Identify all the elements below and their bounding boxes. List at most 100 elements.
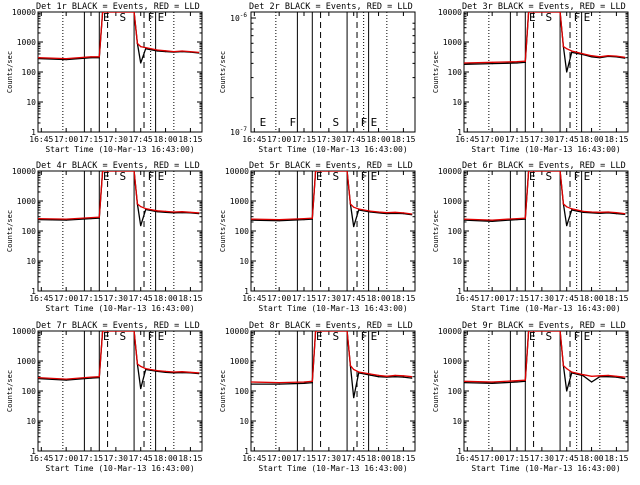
interval-marker: E — [103, 170, 110, 183]
data-point — [464, 62, 465, 64]
data-point — [140, 365, 142, 367]
data-point — [336, 171, 338, 172]
y-axis-label: Counts/sec — [219, 210, 227, 252]
x-axis-label: Start Time (10-Mar-13 16:43:00) — [258, 145, 407, 154]
data-point — [624, 376, 626, 378]
y-tick-label: 1000 — [17, 197, 36, 206]
data-point — [524, 379, 526, 381]
data-point — [278, 383, 280, 385]
data-point — [251, 383, 252, 385]
data-point — [607, 374, 609, 376]
data-point — [599, 375, 601, 377]
interval-marker: S — [333, 170, 340, 183]
series-lld — [38, 12, 199, 60]
interval-marker: E — [158, 170, 165, 183]
data-point — [320, 331, 322, 332]
data-point — [98, 217, 100, 219]
data-point — [65, 58, 67, 60]
series-events — [38, 171, 199, 226]
y-tick-label: 10000 — [12, 327, 36, 336]
data-point — [115, 12, 117, 13]
data-point — [524, 218, 526, 220]
data-point — [591, 381, 593, 383]
y-tick-label: 10000 — [438, 167, 462, 176]
y-tick-label: 10000 — [12, 8, 36, 17]
data-point — [541, 171, 543, 172]
data-point — [516, 218, 518, 220]
x-tick-label: 18:00 — [580, 294, 604, 303]
y-tick-label: 10-6 — [230, 12, 247, 23]
x-tick-label: 17:30 — [530, 135, 554, 144]
x-tick-label: 17:30 — [104, 454, 128, 463]
x-tick-label: 17:00 — [267, 135, 291, 144]
data-point — [559, 12, 561, 13]
data-point — [311, 382, 313, 384]
interval-marker: E — [316, 170, 323, 183]
data-point — [123, 171, 125, 172]
data-point — [65, 59, 67, 61]
data-point — [123, 12, 125, 13]
data-point — [328, 331, 330, 332]
data-point — [38, 219, 39, 221]
x-tick-label: 18:00 — [154, 454, 178, 463]
series-lld — [251, 171, 412, 221]
data-point — [464, 218, 465, 220]
x-tick-label: 17:45 — [129, 454, 153, 463]
panel-title: Det 6r BLACK = Events, RED = LLD — [462, 161, 626, 171]
series-events — [251, 171, 412, 227]
interval-marker: E — [316, 330, 323, 343]
data-point — [386, 213, 388, 215]
data-point — [349, 365, 351, 367]
data-point — [353, 368, 355, 371]
data-point — [582, 210, 584, 212]
data-point — [102, 171, 104, 172]
data-point — [353, 226, 355, 228]
data-point — [328, 171, 330, 172]
x-tick-label: 17:00 — [54, 294, 78, 303]
data-point — [607, 211, 609, 213]
interval-marker: E — [158, 11, 165, 24]
panel-title: Det 9r BLACK = Events, RED = LLD — [462, 321, 626, 331]
data-point — [562, 203, 565, 205]
data-point — [65, 379, 67, 381]
data-point — [624, 56, 626, 58]
x-tick-label: 18:15 — [178, 294, 202, 303]
interval-marker: S — [546, 11, 553, 24]
data-point — [386, 375, 388, 377]
data-point — [311, 218, 313, 220]
data-point — [336, 331, 338, 332]
data-point — [320, 171, 322, 172]
x-tick-label: 17:45 — [342, 294, 366, 303]
data-point — [516, 381, 518, 383]
y-tick-label: 1000 — [230, 197, 249, 206]
data-point — [491, 381, 493, 383]
x-tick-label: 18:15 — [604, 294, 628, 303]
interval-marker: E — [584, 170, 591, 183]
data-point — [607, 376, 609, 378]
data-point — [369, 373, 371, 375]
data-point — [566, 368, 568, 370]
data-point — [165, 50, 167, 52]
x-tick-label: 16:45 — [455, 135, 479, 144]
data-point — [140, 388, 142, 390]
x-tick-label: 17:30 — [104, 135, 128, 144]
data-point — [90, 377, 92, 379]
x-tick-label: 18:00 — [367, 454, 391, 463]
data-point — [566, 390, 568, 392]
y-tick-label: 1000 — [443, 197, 462, 206]
x-axis-label: Start Time (10-Mar-13 16:43:00) — [258, 304, 407, 313]
data-point — [516, 219, 518, 221]
data-point — [278, 219, 280, 221]
interval-marker: F — [574, 330, 581, 343]
x-tick-label: 17:30 — [104, 294, 128, 303]
interval-marker: E — [371, 170, 378, 183]
x-tick-label: 18:00 — [154, 294, 178, 303]
data-point — [491, 61, 493, 63]
data-point — [549, 171, 551, 172]
data-point — [566, 71, 568, 73]
data-point — [599, 56, 601, 58]
data-point — [402, 375, 404, 377]
data-point — [181, 211, 183, 213]
